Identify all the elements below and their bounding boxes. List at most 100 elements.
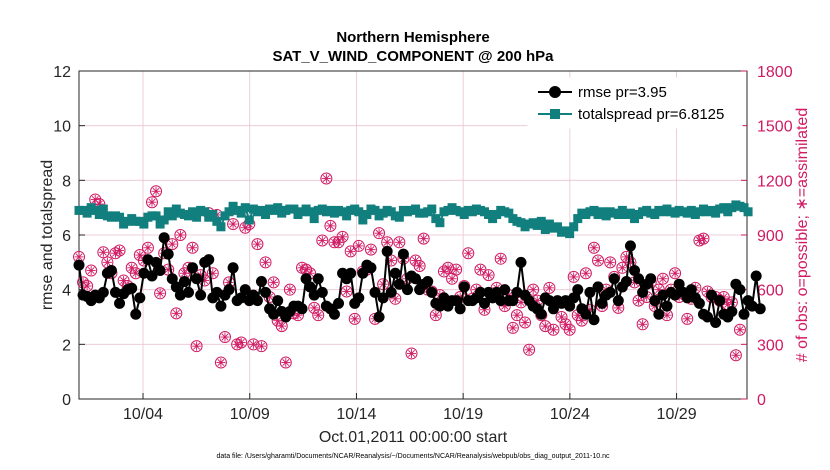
- rmse-point: [507, 295, 519, 307]
- y-ticks: 0 2 4 6 8 10 12: [53, 64, 85, 409]
- rmse-point: [182, 286, 194, 298]
- num-obs-point: [267, 276, 280, 289]
- legend-spread-marker: [550, 109, 560, 119]
- rmse-point: [580, 308, 592, 320]
- rmse-point: [109, 286, 121, 298]
- totalspread-point: [504, 208, 514, 218]
- totalspread-point: [212, 216, 222, 226]
- num-obs-point: [344, 245, 357, 258]
- totalspread-point: [394, 212, 404, 222]
- num-obs-point: [494, 252, 507, 265]
- totalspread-point: [573, 214, 583, 224]
- totalspread-point: [743, 207, 753, 217]
- num-obs-point: [539, 320, 552, 333]
- rmse-point: [304, 281, 316, 293]
- num-obs-point: [373, 227, 386, 240]
- num-obs-point: [527, 283, 540, 296]
- rmse-point: [710, 316, 722, 328]
- num-obs-point: [697, 232, 710, 245]
- num-obs-point: [733, 323, 746, 336]
- y-tick-label: 2: [62, 337, 71, 354]
- num-obs-point: [567, 270, 580, 283]
- legend: rmse pr=3.95 totalspread pr=6.8125: [527, 77, 743, 129]
- num-obs-point: [235, 336, 248, 349]
- num-obs-point: [616, 261, 629, 274]
- totalspread-point: [362, 210, 372, 219]
- rmse-point: [738, 308, 750, 320]
- num-obs-point: [604, 256, 617, 269]
- x-axis-label: Oct.01,2011 00:00:00 start: [319, 429, 508, 446]
- totalspread-point: [289, 204, 299, 214]
- rmse-point: [649, 295, 661, 307]
- num-obs-point: [352, 239, 365, 252]
- rmse-point: [543, 295, 555, 307]
- rmse-point: [195, 289, 207, 301]
- rmse-point: [584, 286, 596, 298]
- y-axis-label: rmse and totalspread: [39, 160, 56, 310]
- data-file-footnote: data file: /Users/gharamti/Documents/NCA…: [216, 453, 610, 460]
- totalspread-point: [309, 214, 319, 224]
- rmse-point: [515, 256, 527, 268]
- rmse-point: [385, 286, 397, 298]
- num-obs-point: [417, 232, 430, 245]
- rmse-point: [592, 281, 604, 293]
- chart-title-line2: SAT_V_WIND_COMPONENT @ 200 hPa: [272, 48, 554, 65]
- totalspread-point: [261, 210, 271, 219]
- rmse-point: [316, 286, 328, 298]
- rmse-point: [624, 240, 636, 252]
- rmse-point: [588, 314, 600, 326]
- num-obs-point: [218, 331, 231, 344]
- num-obs-point: [170, 307, 183, 320]
- num-obs-series: [73, 172, 746, 369]
- rmse-point: [645, 273, 657, 285]
- rmse-point: [134, 292, 146, 304]
- num-obs-point: [324, 219, 337, 232]
- rmse-point: [357, 267, 369, 279]
- rmse-point: [734, 284, 746, 296]
- totalspread-point: [208, 210, 218, 219]
- totalspread-point: [167, 211, 177, 221]
- totalspread-point: [244, 215, 254, 225]
- rmse-point: [495, 295, 507, 307]
- x-tick-label: 10/29: [657, 406, 697, 423]
- y-right-tick-label: 300: [757, 337, 784, 354]
- rmse-point: [223, 284, 235, 296]
- legend-rmse-marker: [549, 86, 561, 98]
- rmse-point: [365, 262, 377, 274]
- rmse-point: [191, 273, 203, 285]
- num-obs-point: [316, 234, 329, 247]
- totalspread-point: [435, 218, 445, 228]
- rmse-point: [158, 232, 170, 244]
- rmse-point: [154, 265, 166, 277]
- num-obs-point: [186, 241, 199, 254]
- totalspread-point: [354, 207, 364, 217]
- num-obs-point: [255, 340, 268, 353]
- rmse-point: [608, 273, 620, 285]
- rmse-point: [633, 273, 645, 285]
- totalspread-point: [151, 211, 161, 221]
- rmse-point: [215, 300, 227, 312]
- rmse-point: [296, 303, 308, 315]
- totalspread-point: [94, 210, 104, 219]
- rmse-point: [130, 308, 142, 320]
- rmse-point: [333, 297, 345, 309]
- rmse-point: [564, 300, 576, 312]
- rmse-point: [251, 295, 263, 307]
- y-right-tick-label: 600: [757, 283, 784, 300]
- rmse-point: [653, 308, 665, 320]
- totalspread-point: [139, 219, 149, 229]
- num-obs-point: [320, 172, 333, 185]
- y-right-tick-label: 0: [757, 392, 766, 409]
- num-obs-point: [543, 281, 556, 294]
- num-obs-point: [340, 285, 353, 298]
- rmse-series: [73, 232, 766, 328]
- y-tick-label: 0: [62, 392, 71, 409]
- rmse-point: [353, 292, 365, 304]
- x-tick-label: 10/19: [443, 406, 483, 423]
- totalspread-point: [370, 205, 380, 215]
- rmse-point: [568, 292, 580, 304]
- x-tick-label: 10/24: [550, 406, 590, 423]
- rmse-point: [227, 262, 239, 274]
- rmse-point: [410, 273, 422, 285]
